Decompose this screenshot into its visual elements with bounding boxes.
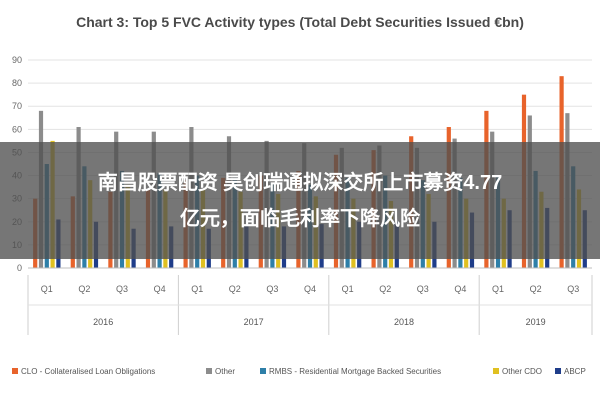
year-label: 2018 — [394, 317, 414, 327]
x-tick-label: Q3 — [266, 284, 278, 294]
x-tick-label: Q3 — [116, 284, 128, 294]
y-tick-label: 90 — [12, 55, 22, 65]
x-tick-label: Q2 — [229, 284, 241, 294]
x-tick-label: Q4 — [154, 284, 166, 294]
x-tick-label: Q3 — [567, 284, 579, 294]
news-headline[interactable]: 南昌股票配资 昊创瑞通拟深交所上市募资4.77 亿元，面临毛利率下降风险 — [97, 171, 503, 230]
year-label: 2016 — [93, 317, 113, 327]
x-tick-label: Q1 — [41, 284, 53, 294]
legend-label: Other — [215, 367, 235, 376]
y-tick-label: 0 — [17, 263, 22, 273]
x-tick-label: Q4 — [454, 284, 466, 294]
legend-swatch — [206, 368, 212, 374]
x-tick-label: Q1 — [191, 284, 203, 294]
x-tick-label: Q2 — [530, 284, 542, 294]
legend-label: Other CDO — [502, 367, 542, 376]
x-tick-label: Q3 — [417, 284, 429, 294]
news-overlay-banner[interactable]: 南昌股票配资 昊创瑞通拟深交所上市募资4.77 亿元，面临毛利率下降风险 — [0, 142, 600, 259]
y-tick-label: 80 — [12, 78, 22, 88]
chart-title: Chart 3: Top 5 FVC Activity types (Total… — [76, 14, 524, 30]
legend-label: CLO - Collateralised Loan Obligations — [21, 367, 155, 376]
x-tick-label: Q1 — [492, 284, 504, 294]
legend-swatch — [493, 368, 499, 374]
x-tick-label: Q1 — [342, 284, 354, 294]
legend-label: RMBS - Residential Mortgage Backed Secur… — [269, 367, 441, 376]
y-tick-label: 70 — [12, 101, 22, 111]
x-tick-label: Q4 — [304, 284, 316, 294]
y-tick-label: 60 — [12, 124, 22, 134]
x-axis-ticks: Q1 Q2 Q3 Q4 Q1 Q2 Q3 Q4 Q1 Q2 Q3 Q4 Q1 Q2 Q3 2016 2017 20… — [27, 267, 593, 335]
x-tick-label: Q2 — [78, 284, 90, 294]
legend-label: ABCP — [564, 367, 586, 376]
legend-swatch — [260, 368, 266, 374]
legend: CLO - Collateralised Loan Obligations Oth… — [12, 367, 586, 376]
year-label: 2019 — [526, 317, 546, 327]
year-label: 2017 — [244, 317, 264, 327]
legend-swatch — [555, 368, 561, 374]
legend-swatch — [12, 368, 18, 374]
x-tick-label: Q2 — [379, 284, 391, 294]
